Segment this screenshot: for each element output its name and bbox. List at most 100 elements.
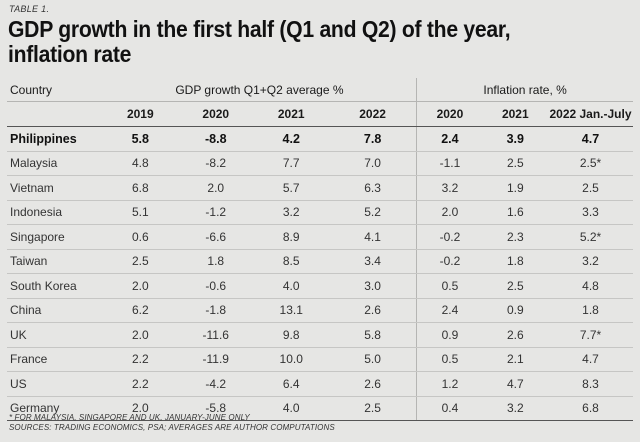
country-cell: Indonesia: [7, 200, 103, 225]
value-cell: -1.1: [416, 151, 483, 176]
value-cell: -1.2: [178, 200, 254, 225]
value-cell: 8.9: [253, 224, 329, 250]
value-cell: 1.2: [416, 371, 483, 397]
value-cell: 8.5: [253, 249, 329, 274]
value-cell: -8.2: [178, 151, 254, 176]
column-header: 2019: [102, 101, 179, 127]
value-cell: 6.3: [328, 175, 418, 201]
value-cell: 5.8: [102, 126, 179, 152]
column-header: 2021: [253, 101, 329, 127]
country-cell: Malaysia: [7, 151, 103, 176]
value-cell: 5.0: [328, 347, 418, 372]
footnote-sources: SOURCES: TRADING ECONOMICS, PSA; AVERAGE…: [9, 423, 335, 432]
inflation-group-header: Inflation rate, %: [416, 78, 633, 102]
country-cell: China: [7, 298, 103, 323]
value-cell: 2.5: [482, 151, 548, 176]
value-cell: 2.0: [102, 396, 179, 421]
column-header: 2022: [328, 101, 418, 127]
value-cell: 0.5: [416, 273, 483, 299]
country-cell: Vietnam: [7, 175, 103, 201]
table-row: France 2.2 -11.9 10.0 5.0 0.5 2.1 4.7: [7, 347, 633, 372]
column-header: 2020: [416, 101, 483, 127]
value-cell: 2.0: [416, 200, 483, 225]
value-cell: 8.3: [548, 371, 633, 397]
table-row: South Korea 2.0 -0.6 4.0 3.0 0.5 2.5 4.8: [7, 273, 633, 299]
value-cell: 2.6: [328, 298, 418, 323]
country-cell: US: [7, 371, 103, 397]
value-cell: 4.0: [253, 396, 329, 421]
value-cell: 2.4: [416, 126, 483, 152]
column-header: 2022 Jan.-July: [548, 101, 633, 127]
value-cell: 1.8: [548, 298, 633, 323]
value-cell: 5.2*: [548, 224, 633, 250]
country-cell: UK: [7, 322, 103, 348]
value-cell: -1.8: [178, 298, 254, 323]
column-header-row: 2019 2020 2021 2022 2020 2021 2022 Jan.-…: [7, 101, 633, 127]
table-row: US 2.2 -4.2 6.4 2.6 1.2 4.7 8.3: [7, 371, 633, 397]
value-cell: 7.7: [253, 151, 329, 176]
value-cell: 13.1: [253, 298, 329, 323]
column-header: 2021: [482, 101, 548, 127]
value-cell: 1.6: [482, 200, 548, 225]
value-cell: 4.0: [253, 273, 329, 299]
value-cell: 0.9: [482, 298, 548, 323]
country-cell: Singapore: [7, 224, 103, 250]
value-cell: 2.4: [416, 298, 483, 323]
value-cell: 1.8: [482, 249, 548, 274]
table-row: Singapore 0.6 -6.6 8.9 4.1 -0.2 2.3 5.2*: [7, 224, 633, 250]
value-cell: 2.0: [102, 322, 179, 348]
footnotes: * FOR MALAYSIA, SINGAPORE AND UK, JANUAR…: [9, 413, 335, 433]
value-cell: 3.4: [328, 249, 418, 274]
country-cell: Germany: [7, 396, 103, 421]
value-cell: 3.2: [482, 396, 548, 421]
value-cell: 0.6: [102, 224, 179, 250]
value-cell: 2.5: [102, 249, 179, 274]
page-title: GDP growth in the first half (Q1 and Q2)…: [8, 17, 578, 67]
value-cell: 0.9: [416, 322, 483, 348]
country-header-spacer: [7, 101, 103, 127]
title-line-1: GDP growth in the first half (Q1 and Q2)…: [8, 16, 511, 42]
value-cell: 1.9: [482, 175, 548, 201]
value-cell: 4.8: [548, 273, 633, 299]
value-cell: 3.9: [482, 126, 548, 152]
value-cell: 0.5: [416, 347, 483, 372]
value-cell: 5.7: [253, 175, 329, 201]
value-cell: 5.8: [328, 322, 418, 348]
country-cell: Philippines: [7, 126, 103, 152]
gdp-group-header: GDP growth Q1+Q2 average %: [102, 78, 418, 102]
value-cell: 5.2: [328, 200, 418, 225]
value-cell: 3.3: [548, 200, 633, 225]
value-cell: 4.7: [548, 126, 633, 152]
value-cell: -0.2: [416, 249, 483, 274]
footnote-asterisk: * FOR MALAYSIA, SINGAPORE AND UK, JANUAR…: [9, 413, 250, 422]
value-cell: 2.0: [102, 273, 179, 299]
value-cell: 2.5: [482, 273, 548, 299]
value-cell: -11.9: [178, 347, 254, 372]
country-cell: Taiwan: [7, 249, 103, 274]
value-cell: -11.6: [178, 322, 254, 348]
value-cell: 4.2: [253, 126, 329, 152]
value-cell: 1.8: [178, 249, 254, 274]
value-cell: 4.7: [482, 371, 548, 397]
value-cell: 3.2: [253, 200, 329, 225]
value-cell: 0.4: [416, 396, 483, 421]
table-tag: TABLE 1.: [9, 4, 50, 14]
value-cell: 2.6: [482, 322, 548, 348]
table-body: Philippines 5.8 -8.8 4.2 7.8 2.4 3.9 4.7 Malaysi…: [7, 126, 633, 421]
column-header: 2020: [178, 101, 254, 127]
country-cell: France: [7, 347, 103, 372]
title-line-2: inflation rate: [8, 41, 132, 67]
value-cell: 2.5: [548, 175, 633, 201]
table-row: Philippines 5.8 -8.8 4.2 7.8 2.4 3.9 4.7: [7, 126, 633, 152]
table-row: Malaysia 4.8 -8.2 7.7 7.0 -1.1 2.5 2.5*: [7, 151, 633, 176]
table-row: UK 2.0 -11.6 9.8 5.8 0.9 2.6 7.7*: [7, 322, 633, 348]
value-cell: 2.0: [178, 175, 254, 201]
value-cell: -8.8: [178, 126, 254, 152]
table-row: Indonesia 5.1 -1.2 3.2 5.2 2.0 1.6 3.3: [7, 200, 633, 225]
table-row: Germany 2.0 -5.8 4.0 2.5 0.4 3.2 6.8: [7, 396, 633, 421]
table-row: China 6.2 -1.8 13.1 2.6 2.4 0.9 1.8: [7, 298, 633, 323]
value-cell: -6.6: [178, 224, 254, 250]
value-cell: 2.2: [102, 371, 179, 397]
value-cell: 6.8: [548, 396, 633, 421]
value-cell: 6.2: [102, 298, 179, 323]
